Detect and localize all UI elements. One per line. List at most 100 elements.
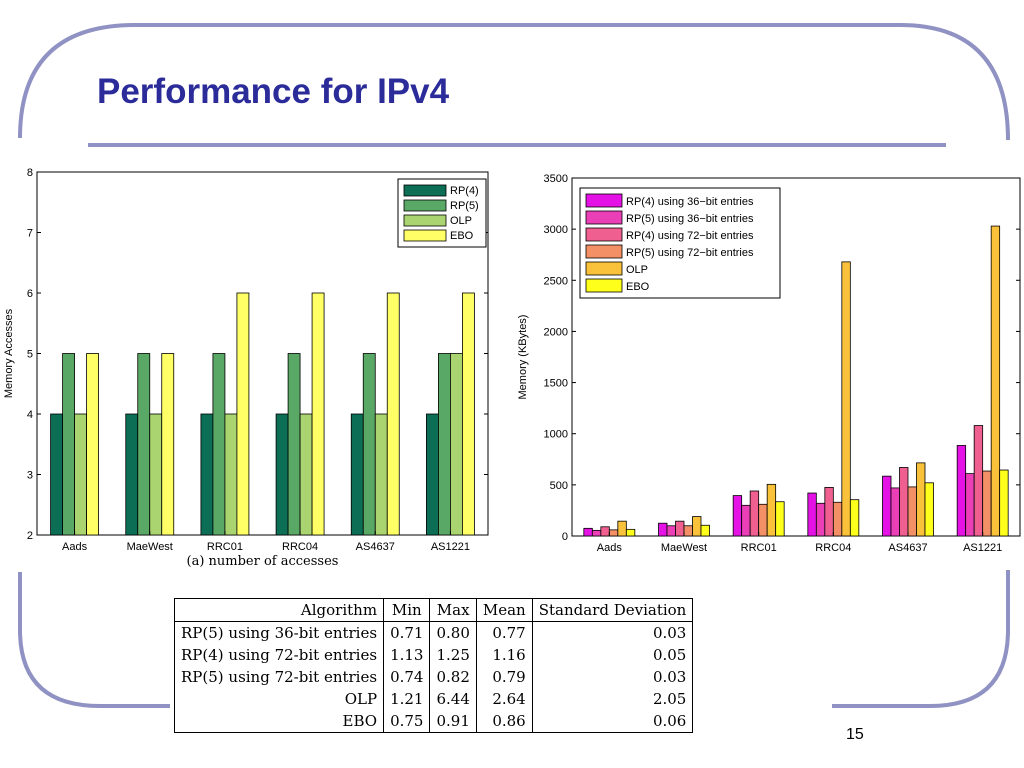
y-tick-label: 1000 [544,429,568,441]
cell-min: 0.74 [383,666,431,688]
cell-min: 1.13 [383,644,431,666]
y-tick-label: 8 [27,167,33,179]
bar [224,413,238,536]
bar [137,353,151,536]
legend-swatch [403,199,447,212]
x-tick-label: MaeWest [127,541,173,553]
slide-title: Performance for IPv4 [97,72,450,111]
memory-kbytes-chart: 0 500 1000 1500 2000 2500 3000 3500 Aads MaeWest R… [512,166,1024,570]
bar [236,292,250,536]
bar [600,526,610,537]
bar [815,502,826,537]
y-tick-label: 2000 [544,326,568,338]
bar [890,487,900,537]
bar [899,467,909,537]
cell-std-dev: 0.03 [531,666,694,688]
chart-caption: (a) number of accesses [187,554,339,569]
bar [86,353,99,536]
cell-max: 6.44 [429,688,477,710]
cell-mean: 0.77 [475,621,533,644]
cell-std-dev: 2.05 [531,688,694,710]
legend-label: RP(4) [450,185,479,197]
cell-max: 0.80 [429,621,477,644]
table-row: OLP 1.21 6.44 2.64 2.05 [173,688,694,710]
cell-std-dev: 0.05 [531,644,694,666]
legend-swatch [403,214,447,227]
x-tick-label: RRC01 [741,542,777,554]
legend-label: EBO [626,281,650,293]
y-axis-label: Memory Accesses [3,308,15,398]
cell-mean: 0.86 [475,710,533,733]
cell-std-dev: 0.03 [531,621,694,644]
cell-min: 1.21 [383,688,431,710]
legend-label: RP(4) using 36−bit entries [626,196,754,208]
cell-max: 0.82 [429,666,477,688]
page-number: 15 [846,726,864,743]
bar [692,516,702,537]
bar [973,425,984,537]
x-tick-label: AS1221 [431,541,470,553]
header-max: Max [429,598,477,622]
bar [200,413,214,536]
bar [832,501,843,537]
legend-swatch [403,229,447,242]
legend-label: RP(5) [450,200,479,212]
bar [675,520,685,537]
bar [766,483,777,537]
bar [287,353,301,536]
y-tick-label: 1500 [544,378,568,390]
x-tick-label: AS4637 [356,541,395,553]
bar [74,413,87,536]
x-tick-label: RRC04 [815,542,851,554]
bar [999,469,1009,537]
bar [824,487,834,537]
cell-max: 0.91 [429,710,477,733]
legend-label: RP(5) using 72−bit entries [626,247,754,259]
bar [50,413,63,536]
y-tick-label: 3500 [544,173,568,185]
bar [386,292,400,536]
cell-algorithm: OLP [173,688,385,710]
y-tick-label: 6 [27,288,33,300]
bar [149,413,163,536]
legend-swatch [585,261,623,276]
x-tick-label: RRC04 [282,541,318,553]
bar [426,413,439,536]
cell-algorithm: RP(4) using 72-bit entries [173,644,385,666]
bar [683,525,693,537]
x-tick-label: RRC01 [207,541,243,553]
bar [749,490,760,537]
bar [990,225,1001,537]
bar [982,470,992,537]
table-header-row: Algorithm Min Max Mean Standard Deviatio… [173,598,694,622]
cell-min: 0.75 [383,710,431,733]
legend-swatch [585,244,623,259]
bar [617,520,627,537]
y-tick-label: 4 [27,409,33,421]
y-tick-label: 500 [550,480,568,492]
table-row: RP(5) using 72-bit entries 0.74 0.82 0.7… [173,666,694,688]
y-tick-label: 5 [27,349,33,361]
bar [807,492,817,537]
header-algorithm: Algorithm [173,598,385,622]
cell-max: 1.25 [429,644,477,666]
bar [956,445,967,537]
table-row: EBO 0.75 0.91 0.86 0.06 [173,710,694,733]
bar [666,525,676,537]
bar [275,413,289,536]
legend-swatch [585,278,623,293]
legend-swatch [585,227,623,242]
bar [608,529,619,537]
legend-label: RP(4) using 72−bit entries [626,230,754,242]
bar [758,503,768,537]
y-tick-label: 3000 [544,224,568,236]
legend-label: EBO [450,230,474,242]
bar [125,413,139,536]
x-tick-label: AS1221 [963,542,1002,554]
bar [916,462,926,537]
bar [658,522,668,537]
bar [841,261,851,537]
bar [583,527,593,537]
cell-algorithm: EBO [173,710,385,733]
